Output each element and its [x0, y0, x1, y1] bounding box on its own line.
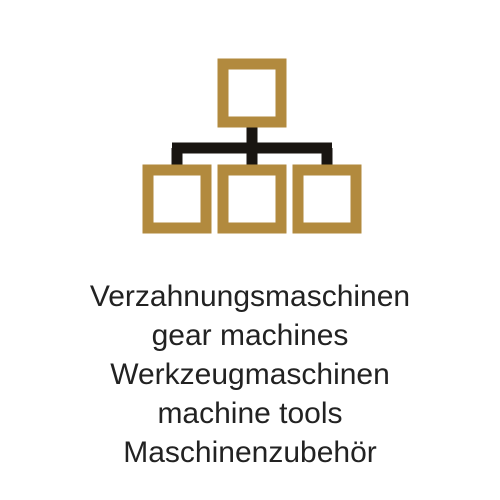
text-line-0: Verzahnungsmaschinen: [90, 277, 410, 316]
text-line-2: Werkzeugmaschinen: [90, 355, 410, 394]
category-text: Verzahnungsmaschinen gear machines Werkz…: [90, 277, 410, 472]
hierarchy-icon: [125, 42, 375, 257]
text-line-4: Maschinenzubehör: [90, 433, 410, 472]
text-line-1: gear machines: [90, 316, 410, 355]
text-line-3: machine tools: [90, 394, 410, 433]
